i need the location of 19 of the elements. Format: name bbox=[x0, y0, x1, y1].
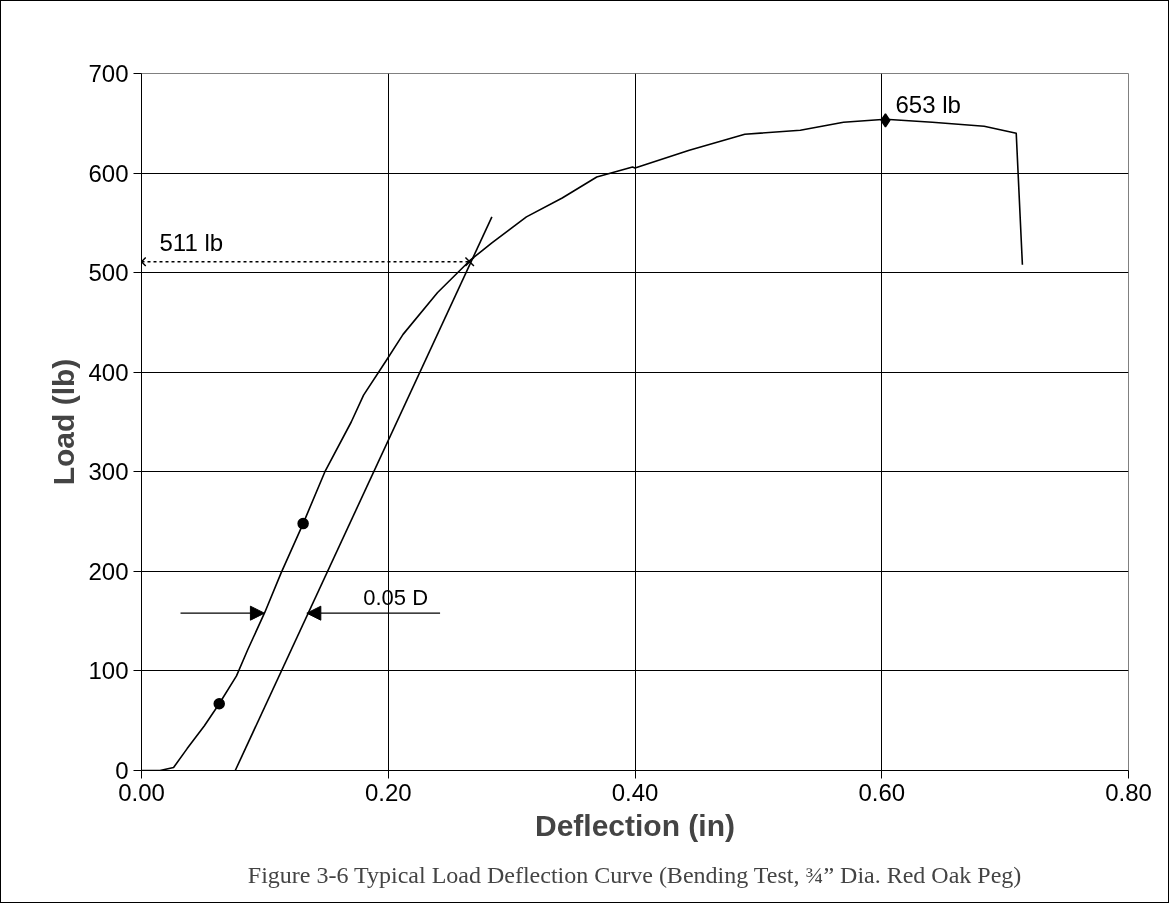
x-tick-label: 0.60 bbox=[858, 778, 906, 806]
y-tick-label: 700 bbox=[88, 60, 129, 87]
point bbox=[880, 113, 891, 128]
y-axis-title: Load (lb) bbox=[47, 358, 81, 486]
x-axis-title: Deflection (in) bbox=[535, 808, 735, 842]
annotation: 653 lb bbox=[895, 91, 961, 119]
annotation: 511 lb bbox=[159, 228, 224, 256]
y-tick-label: 200 bbox=[88, 557, 129, 585]
y-tick-label: 300 bbox=[88, 458, 129, 486]
x-tick-label: 0.20 bbox=[364, 778, 412, 806]
y-tick-label: 600 bbox=[88, 159, 129, 187]
x-tick-label: 0.40 bbox=[611, 778, 659, 806]
x-tick-label: 0.80 bbox=[1105, 778, 1152, 806]
point bbox=[213, 698, 225, 710]
y-tick-label: 500 bbox=[88, 259, 129, 287]
point bbox=[297, 517, 309, 530]
y-tick-label: 100 bbox=[88, 657, 129, 685]
y-tick-label: 400 bbox=[88, 358, 129, 386]
caption: Figure 3-6 Typical Load Deflection Curve (Bending Test, ¾” Dia. Red Oak Peg) bbox=[247, 861, 1022, 888]
